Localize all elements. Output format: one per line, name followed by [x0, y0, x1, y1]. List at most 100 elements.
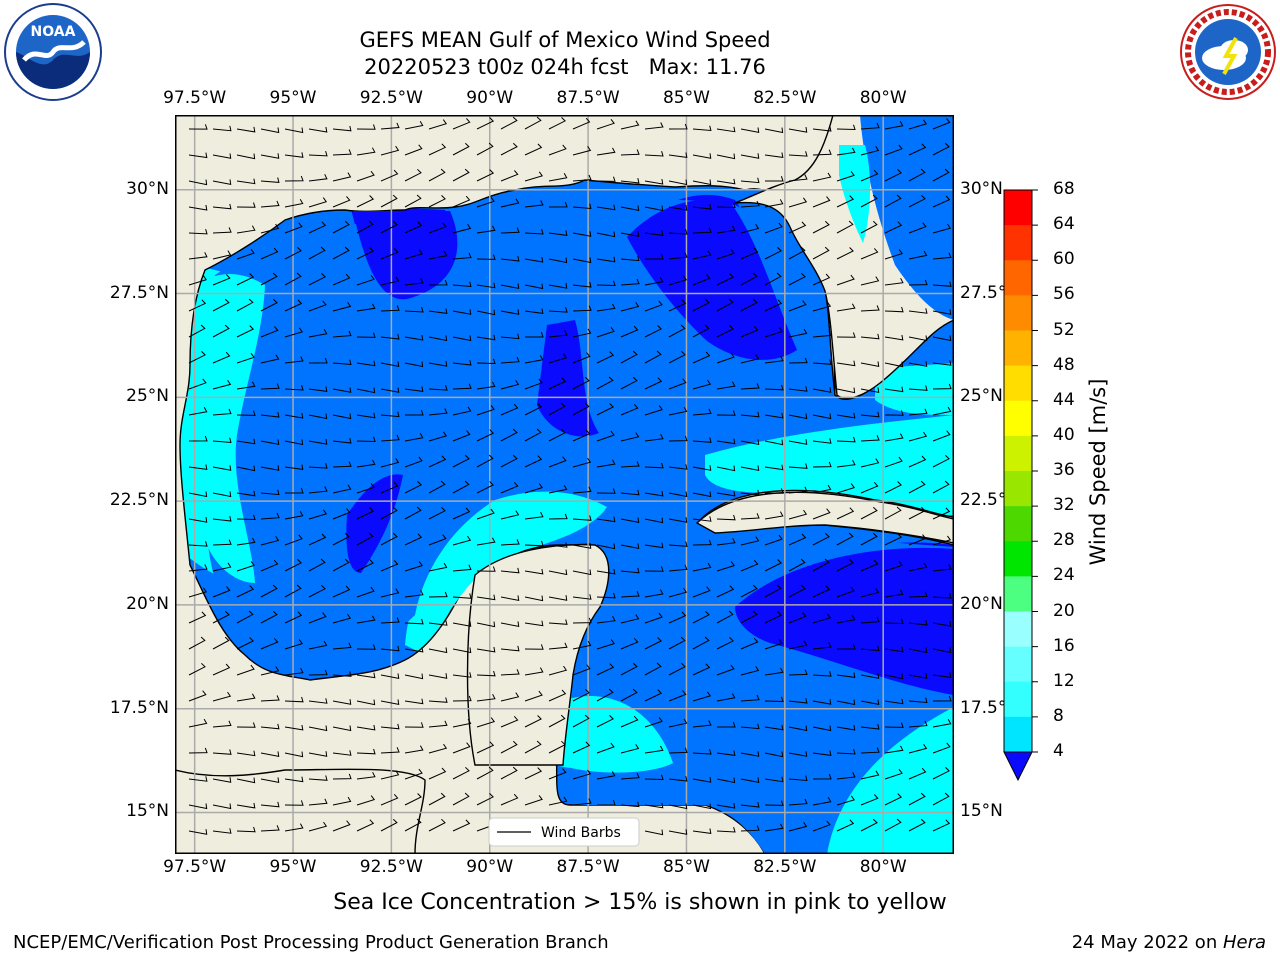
- wind-barb: [284, 464, 304, 470]
- wind-barb: [524, 568, 544, 575]
- wind-barb: [620, 376, 638, 390]
- wind-barb: [260, 153, 280, 159]
- wind-barb: [836, 147, 856, 156]
- wind-barb: [836, 532, 854, 546]
- wind-barb: [452, 168, 470, 182]
- wind-barb: [380, 333, 400, 340]
- wind-barb: [236, 202, 256, 208]
- wind-barb: [476, 309, 496, 316]
- colorbar-tick-label: 64: [1053, 214, 1075, 235]
- wind-barb: [236, 664, 255, 676]
- wind-barb: [572, 741, 591, 754]
- wind-barb: [620, 517, 640, 524]
- wind-barb: [524, 715, 542, 728]
- wind-barb: [692, 408, 712, 416]
- wind-barb: [212, 203, 232, 210]
- wind-barb: [188, 587, 208, 598]
- wind-barb: [764, 247, 782, 260]
- wind-barb: [596, 303, 616, 312]
- wind-barb: [548, 283, 568, 289]
- wind-barb: [836, 459, 856, 468]
- wind-barb: [332, 532, 350, 546]
- wind-barb: [284, 299, 303, 312]
- colorbar-tick-label: 8: [1053, 705, 1064, 726]
- wind-barb: [500, 715, 519, 728]
- wind-barb: [524, 455, 543, 468]
- wind-barb: [308, 246, 326, 260]
- wind-barb: [188, 611, 207, 624]
- wind-barb: [428, 455, 447, 468]
- wind-barb: [212, 250, 232, 260]
- wind-barb: [596, 351, 615, 364]
- wind-barb: [644, 433, 664, 442]
- wind-barb: [837, 644, 856, 650]
- wind-barb: [428, 534, 447, 546]
- wind-barb: [812, 613, 832, 624]
- wind-barb: [356, 483, 375, 494]
- wind-barb: [884, 768, 903, 780]
- wind-barb: [332, 413, 352, 420]
- wind-barb: [356, 771, 376, 780]
- speed-region-west-coast-2: [203, 273, 265, 583]
- wind-barb: [332, 642, 352, 650]
- wind-barb: [740, 153, 760, 159]
- wind-barb: [860, 532, 878, 546]
- wind-barb: [716, 438, 736, 445]
- wind-barb: [692, 324, 710, 338]
- wind-barb: [668, 636, 686, 650]
- wind-barb: [476, 334, 496, 341]
- wind-barb: [380, 532, 398, 546]
- wind-barb: [740, 247, 759, 260]
- wind-barb: [668, 517, 688, 523]
- colorbar-segment: [1004, 611, 1032, 648]
- wind-barb: [932, 252, 952, 260]
- noaa-logo-text: NOAA: [31, 24, 76, 40]
- wind-barb: [620, 744, 640, 754]
- wind-barb: [788, 272, 806, 286]
- wind-barb: [884, 481, 902, 494]
- wind-barb: [284, 222, 303, 234]
- wind-barb: [860, 333, 880, 340]
- wind-barb: [356, 360, 376, 367]
- wind-barb: [212, 227, 232, 234]
- wind-barb: [812, 330, 832, 338]
- wind-barb: [716, 561, 736, 572]
- wind-barb: [524, 143, 543, 156]
- wind-barb: [596, 403, 614, 416]
- wind-barb: [668, 252, 688, 260]
- wind-barb: [836, 412, 856, 419]
- wind-barb: [260, 801, 280, 808]
- wind-barb: [284, 667, 304, 676]
- wind-barb: [884, 561, 903, 572]
- wind-barb: [236, 298, 254, 312]
- wind-barb: [452, 406, 472, 416]
- wind-barb: [284, 198, 304, 208]
- wind-barb: [308, 221, 327, 234]
- wind-barb: [452, 118, 471, 130]
- wind-barb: [908, 308, 928, 314]
- wind-barb: [812, 196, 831, 208]
- wind-barb: [260, 751, 280, 758]
- wind-barb: [236, 490, 256, 497]
- speed-region-yucatan-east-2: [565, 695, 673, 773]
- wind-barb: [260, 559, 279, 572]
- wind-barb: [284, 327, 304, 338]
- wind-barb: [404, 618, 424, 625]
- wind-barb: [764, 776, 784, 783]
- wind-barb: [764, 412, 784, 419]
- wind-barb: [692, 539, 712, 546]
- wind-barb: [884, 121, 904, 130]
- wind-barb: [548, 456, 567, 468]
- wind-barb: [740, 536, 760, 546]
- wind-barb: [332, 359, 352, 366]
- wind-barb: [572, 352, 591, 364]
- wind-barb: [764, 639, 783, 650]
- wind-barb: [764, 511, 784, 520]
- wind-barb: [524, 595, 544, 602]
- wind-barb: [812, 387, 832, 393]
- colorbar-segment: [1004, 716, 1032, 753]
- wind-barb: [428, 792, 446, 806]
- wind-barb: [788, 698, 808, 704]
- map-frame: [175, 115, 954, 854]
- wind-barb: [644, 637, 662, 650]
